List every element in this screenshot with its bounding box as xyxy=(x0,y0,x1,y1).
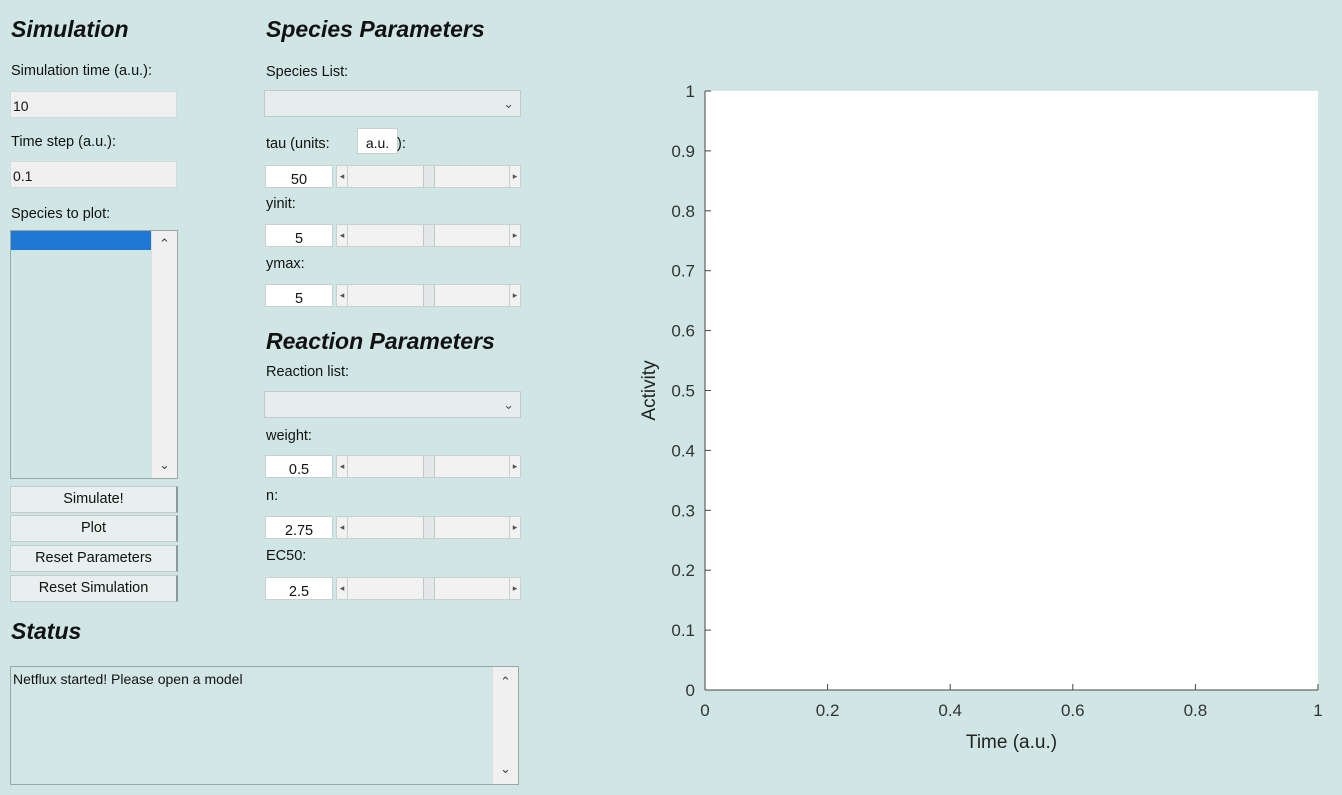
x-tick-label: 0.8 xyxy=(1184,701,1208,720)
slider-left-arrow-icon[interactable]: ◂ xyxy=(337,517,348,538)
status-scrollbar[interactable]: ⌃ ⌄ xyxy=(492,667,518,784)
species-to-plot-label: Species to plot: xyxy=(11,206,111,222)
selected-list-item[interactable] xyxy=(11,231,152,250)
scroll-down-icon[interactable]: ⌄ xyxy=(159,457,170,472)
slider-right-arrow-icon[interactable]: ▸ xyxy=(509,578,520,599)
n-value-input[interactable]: 2.75 xyxy=(265,516,333,539)
reset-simulation-button[interactable]: Reset Simulation xyxy=(10,575,178,602)
reset-parameters-button[interactable]: Reset Parameters xyxy=(10,545,178,572)
plot-button[interactable]: Plot xyxy=(10,515,178,542)
tau-slider[interactable]: ◂ ▸ xyxy=(336,165,521,188)
slider-left-arrow-icon[interactable]: ◂ xyxy=(337,285,348,306)
ec50-label: EC50: xyxy=(266,548,307,564)
chevron-down-icon: ⌄ xyxy=(503,96,514,111)
x-tick-label: 0.6 xyxy=(1061,701,1085,720)
slider-thumb[interactable] xyxy=(423,285,435,306)
slider-thumb[interactable] xyxy=(423,517,435,538)
status-text: Netflux started! Please open a model xyxy=(13,671,243,687)
slider-left-arrow-icon[interactable]: ◂ xyxy=(337,225,348,246)
scroll-up-icon[interactable]: ⌃ xyxy=(159,236,170,251)
y-tick-label: 0.7 xyxy=(671,262,695,281)
y-tick-label: 0.4 xyxy=(671,441,695,460)
yinit-value-input[interactable]: 5 xyxy=(265,224,333,247)
simulate-button[interactable]: Simulate! xyxy=(10,486,178,513)
simulation-time-input[interactable]: 10 xyxy=(10,91,177,118)
slider-thumb[interactable] xyxy=(423,456,435,477)
time-step-label: Time step (a.u.): xyxy=(11,134,117,150)
plot-background xyxy=(705,91,1318,690)
slider-right-arrow-icon[interactable]: ▸ xyxy=(509,517,520,538)
x-tick-label: 0.2 xyxy=(816,701,840,720)
slider-right-arrow-icon[interactable]: ▸ xyxy=(509,456,520,477)
n-slider[interactable]: ◂ ▸ xyxy=(336,516,521,539)
weight-value-input[interactable]: 0.5 xyxy=(265,455,333,478)
reaction-parameters-heading: Reaction Parameters xyxy=(266,328,495,354)
x-tick-label: 0.4 xyxy=(938,701,962,720)
species-to-plot-listbox[interactable]: ⌃ ⌄ xyxy=(10,230,178,479)
tau-label: tau (units: xyxy=(266,136,330,152)
species-parameters-heading: Species Parameters xyxy=(266,16,485,42)
y-tick-label: 0.9 xyxy=(671,142,695,161)
y-tick-label: 0.5 xyxy=(671,382,695,401)
y-tick-label: 0.2 xyxy=(671,561,695,580)
plot-area: 0 0.2 0.4 0.6 0.8 1 0 0.1 0.2 0.3 0.4 0.5 0.6 0.7 0.8 0… xyxy=(560,60,1340,760)
slider-thumb[interactable] xyxy=(423,166,435,187)
weight-slider[interactable]: ◂ ▸ xyxy=(336,455,521,478)
scroll-up-icon[interactable]: ⌃ xyxy=(500,674,511,689)
y-axis-title: Activity xyxy=(639,360,660,421)
tau-units-input[interactable]: a.u. xyxy=(357,128,398,154)
chevron-down-icon: ⌄ xyxy=(503,397,514,412)
reaction-list-dropdown[interactable]: ⌄ xyxy=(264,391,521,418)
y-tick-label: 0.6 xyxy=(671,322,695,341)
x-axis-title: Time (a.u.) xyxy=(966,732,1057,753)
yinit-slider[interactable]: ◂ ▸ xyxy=(336,224,521,247)
y-tick-label: 0.1 xyxy=(671,621,695,640)
slider-thumb[interactable] xyxy=(423,578,435,599)
x-tick-label: 0 xyxy=(700,701,709,720)
time-step-input[interactable]: 0.1 xyxy=(10,161,177,188)
ymax-value-input[interactable]: 5 xyxy=(265,284,333,307)
status-heading: Status xyxy=(11,618,82,644)
slider-left-arrow-icon[interactable]: ◂ xyxy=(337,578,348,599)
ec50-slider[interactable]: ◂ ▸ xyxy=(336,577,521,600)
tau-units-close-label: ): xyxy=(397,136,406,152)
ec50-value-input[interactable]: 2.5 xyxy=(265,577,333,600)
y-tick-label: 0 xyxy=(686,681,695,700)
slider-left-arrow-icon[interactable]: ◂ xyxy=(337,456,348,477)
y-tick-label: 0.8 xyxy=(671,202,695,221)
listbox-scrollbar[interactable]: ⌃ ⌄ xyxy=(151,231,177,478)
ymax-label: ymax: xyxy=(266,256,305,272)
scroll-down-icon[interactable]: ⌄ xyxy=(500,761,511,776)
simulation-heading: Simulation xyxy=(11,16,129,42)
species-list-label: Species List: xyxy=(266,64,349,80)
slider-right-arrow-icon[interactable]: ▸ xyxy=(509,225,520,246)
reaction-list-label: Reaction list: xyxy=(266,364,350,380)
slider-right-arrow-icon[interactable]: ▸ xyxy=(509,285,520,306)
species-list-dropdown[interactable]: ⌄ xyxy=(264,90,521,117)
slider-right-arrow-icon[interactable]: ▸ xyxy=(509,166,520,187)
slider-thumb[interactable] xyxy=(423,225,435,246)
yinit-label: yinit: xyxy=(266,196,296,212)
y-tick-label: 1 xyxy=(686,82,695,101)
n-label: n: xyxy=(266,488,279,504)
x-tick-label: 1 xyxy=(1313,701,1322,720)
activity-chart: 0 0.2 0.4 0.6 0.8 1 0 0.1 0.2 0.3 0.4 0.5 0.6 0.7 0.8 0… xyxy=(639,82,1323,753)
simulation-time-label: Simulation time (a.u.): xyxy=(11,63,153,79)
status-textbox[interactable]: Netflux started! Please open a model ⌃ ⌄ xyxy=(10,666,519,785)
slider-left-arrow-icon[interactable]: ◂ xyxy=(337,166,348,187)
tau-value-input[interactable]: 50 xyxy=(265,165,333,188)
ymax-slider[interactable]: ◂ ▸ xyxy=(336,284,521,307)
weight-label: weight: xyxy=(266,428,312,444)
y-tick-label: 0.3 xyxy=(671,501,695,520)
